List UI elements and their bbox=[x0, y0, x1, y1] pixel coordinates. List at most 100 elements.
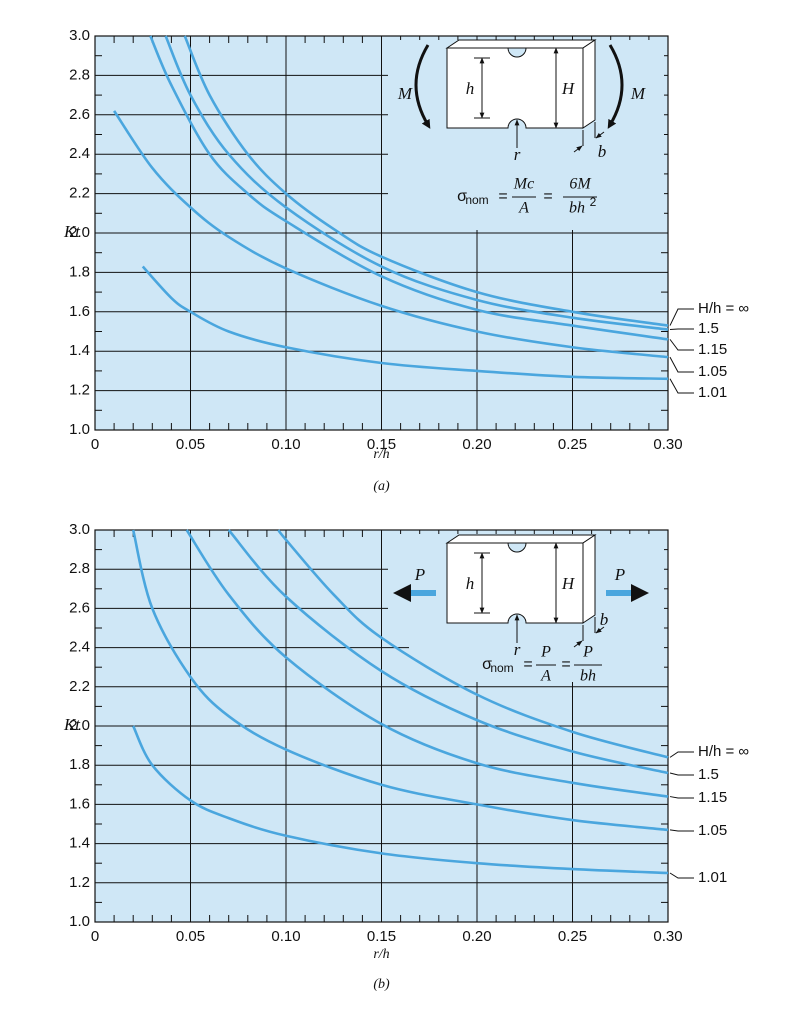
y-tick-label: 1.6 bbox=[69, 795, 90, 812]
y-tick-label: 1.2 bbox=[69, 382, 90, 399]
equation-part: σ bbox=[482, 656, 492, 673]
equation-part: σ bbox=[457, 188, 467, 205]
equation-part: = bbox=[523, 656, 532, 673]
annotation: M bbox=[397, 84, 413, 103]
curve bbox=[113, 110, 669, 359]
y-tick-label: 3.0 bbox=[69, 521, 90, 538]
moment-arrow bbox=[607, 44, 624, 129]
y-tick-label: 2.4 bbox=[69, 639, 90, 656]
y-tick-label: 2.8 bbox=[69, 560, 90, 577]
y-tick-label: 1.2 bbox=[69, 874, 90, 891]
y-tick-label: 2.2 bbox=[69, 185, 90, 202]
curve bbox=[227, 529, 669, 775]
legend-label: 1.01 bbox=[698, 384, 727, 401]
curve bbox=[131, 529, 669, 832]
leader-line bbox=[669, 751, 694, 758]
thickness-arrow bbox=[595, 626, 605, 634]
annotation: b bbox=[600, 610, 609, 629]
plot-frame bbox=[94, 35, 669, 431]
y-tick-label: 1.6 bbox=[69, 303, 90, 320]
equation-part: Mc bbox=[513, 176, 534, 193]
annotation: H bbox=[561, 574, 576, 593]
y-tick-label: 2.0 bbox=[69, 717, 90, 734]
equation-part: nom bbox=[465, 193, 488, 207]
curve bbox=[141, 265, 669, 381]
leader-line bbox=[669, 378, 694, 394]
x-axis-label: r/h bbox=[373, 447, 389, 462]
legend-label: 1.05 bbox=[698, 363, 727, 380]
x-tick-label: 0.10 bbox=[271, 928, 300, 945]
x-tick-label: 0.20 bbox=[462, 436, 491, 453]
y-tick-label: 2.0 bbox=[69, 224, 90, 241]
leader-line bbox=[669, 356, 694, 373]
caption: (a) bbox=[373, 479, 390, 494]
leader-line bbox=[669, 772, 694, 776]
specimen bbox=[393, 534, 649, 648]
curve bbox=[277, 529, 669, 759]
x-tick-label: 0.10 bbox=[271, 436, 300, 453]
y-axis-label: Kt bbox=[63, 222, 81, 241]
x-tick-label: 0.25 bbox=[558, 436, 587, 453]
annotation: M bbox=[630, 84, 646, 103]
curve bbox=[149, 35, 669, 341]
leader-line bbox=[669, 796, 694, 799]
y-tick-label: 1.8 bbox=[69, 756, 90, 773]
legend-label: 1.15 bbox=[698, 341, 727, 358]
x-tick-label: 0.25 bbox=[558, 928, 587, 945]
annotation: P bbox=[414, 565, 425, 584]
y-tick-label: 3.0 bbox=[69, 27, 90, 44]
leader-line bbox=[669, 308, 694, 326]
annotation: h bbox=[466, 574, 475, 593]
caption: (b) bbox=[373, 977, 390, 992]
curve bbox=[132, 725, 669, 875]
thickness-arrow bbox=[573, 145, 583, 153]
x-tick-label: 0.15 bbox=[367, 436, 396, 453]
legend-label: H/h = ∞ bbox=[698, 743, 749, 760]
x-tick-label: 0 bbox=[91, 928, 99, 945]
y-axis-label: Kt bbox=[63, 715, 81, 734]
equation-part: nom bbox=[490, 661, 513, 675]
y-tick-label: 2.4 bbox=[69, 145, 90, 162]
annotation: r bbox=[514, 145, 521, 164]
x-tick-label: 0.05 bbox=[176, 928, 205, 945]
curve bbox=[183, 35, 669, 327]
thickness-arrow bbox=[573, 640, 583, 648]
inset-background bbox=[409, 642, 664, 682]
curve bbox=[185, 529, 669, 798]
equation-part: = bbox=[561, 656, 570, 673]
specimen-top bbox=[445, 39, 597, 49]
annotation: P bbox=[614, 565, 625, 584]
specimen-top bbox=[445, 534, 597, 544]
x-axis-label: r/h bbox=[373, 947, 389, 962]
x-tick-label: 0 bbox=[91, 436, 99, 453]
equation-part: bh bbox=[569, 200, 585, 217]
moment-arrow bbox=[414, 44, 431, 129]
legend-label: 1.15 bbox=[698, 789, 727, 806]
annotation: H bbox=[561, 79, 576, 98]
equation-part: = bbox=[498, 188, 507, 205]
y-tick-label: 1.8 bbox=[69, 263, 90, 280]
leader-line bbox=[669, 872, 694, 879]
thickness-arrow bbox=[595, 131, 605, 139]
y-tick-label: 2.8 bbox=[69, 66, 90, 83]
legend-label: 1.05 bbox=[698, 822, 727, 839]
equation-part: = bbox=[543, 188, 552, 205]
equation-part: A bbox=[540, 668, 551, 685]
y-tick-label: 1.4 bbox=[69, 342, 90, 359]
curve bbox=[164, 35, 669, 331]
specimen-side bbox=[582, 39, 596, 129]
y-tick-label: 2.6 bbox=[69, 599, 90, 616]
y-tick-label: 2.2 bbox=[69, 678, 90, 695]
x-tick-label: 0.05 bbox=[176, 436, 205, 453]
equation-part: 6M bbox=[569, 176, 592, 193]
plot-frame bbox=[94, 529, 669, 923]
x-tick-label: 0.30 bbox=[653, 436, 682, 453]
y-tick-label: 1.0 bbox=[69, 421, 90, 438]
annotation: b bbox=[598, 142, 607, 161]
x-tick-label: 0.20 bbox=[462, 928, 491, 945]
legend-label: H/h = ∞ bbox=[698, 300, 749, 317]
annotation: h bbox=[466, 79, 475, 98]
specimen-side bbox=[582, 534, 596, 624]
equation-part: 2 bbox=[590, 195, 597, 209]
